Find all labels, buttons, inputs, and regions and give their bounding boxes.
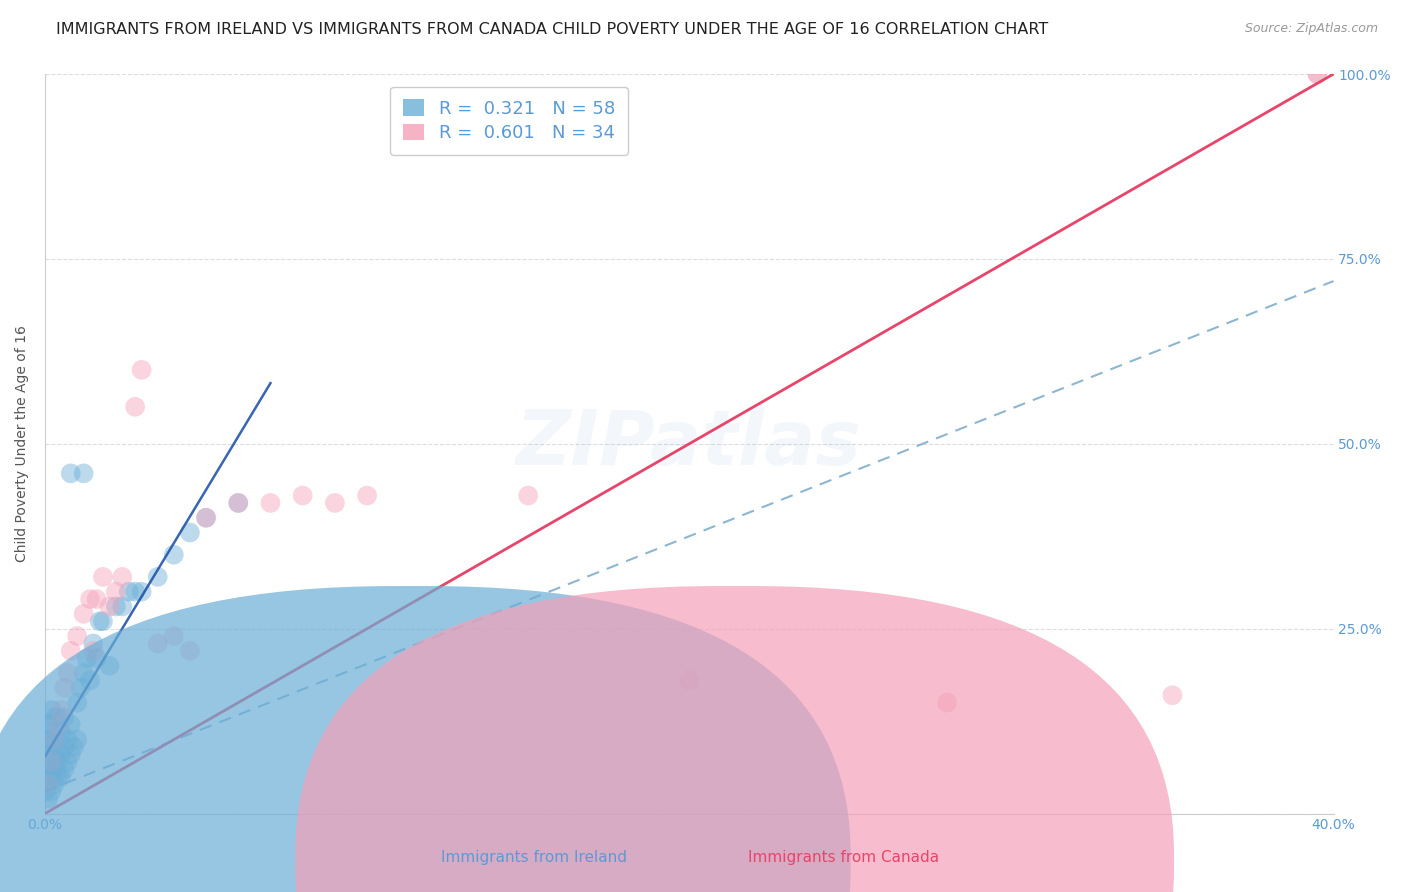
Point bbox=[66, 629, 89, 643]
Point bbox=[118, 584, 141, 599]
Point bbox=[44, 762, 66, 776]
Point bbox=[56, 666, 79, 681]
Point bbox=[131, 363, 153, 377]
Point bbox=[37, 718, 59, 732]
Point bbox=[41, 725, 63, 739]
Point bbox=[37, 791, 59, 805]
Point bbox=[76, 651, 98, 665]
Point bbox=[34, 755, 56, 769]
Point bbox=[44, 732, 66, 747]
Point bbox=[1306, 67, 1329, 81]
Point bbox=[86, 651, 108, 665]
Point bbox=[53, 681, 76, 695]
Point bbox=[124, 584, 146, 599]
Point bbox=[46, 755, 69, 769]
Point bbox=[111, 599, 134, 614]
Point bbox=[59, 467, 82, 481]
Point bbox=[163, 548, 186, 562]
Point bbox=[34, 770, 56, 784]
Legend: R =  0.321   N = 58, R =  0.601   N = 34: R = 0.321 N = 58, R = 0.601 N = 34 bbox=[389, 87, 627, 155]
Point bbox=[89, 614, 111, 628]
Point bbox=[124, 400, 146, 414]
Point bbox=[41, 784, 63, 798]
Point bbox=[59, 644, 82, 658]
Point bbox=[72, 467, 94, 481]
Point bbox=[259, 496, 281, 510]
Point bbox=[46, 710, 69, 724]
Point bbox=[46, 718, 69, 732]
Point bbox=[356, 489, 378, 503]
Text: IMMIGRANTS FROM IRELAND VS IMMIGRANTS FROM CANADA CHILD POVERTY UNDER THE AGE OF: IMMIGRANTS FROM IRELAND VS IMMIGRANTS FR… bbox=[56, 22, 1049, 37]
Point bbox=[41, 755, 63, 769]
Point bbox=[41, 703, 63, 717]
Point bbox=[56, 755, 79, 769]
Point bbox=[82, 636, 104, 650]
Point bbox=[1161, 688, 1184, 702]
Point bbox=[37, 762, 59, 776]
Point bbox=[56, 732, 79, 747]
Point bbox=[91, 614, 114, 628]
Point bbox=[53, 739, 76, 754]
Point bbox=[79, 673, 101, 688]
Point bbox=[44, 777, 66, 791]
Point bbox=[1306, 67, 1329, 81]
Point bbox=[98, 658, 121, 673]
Point bbox=[678, 673, 700, 688]
Point bbox=[37, 732, 59, 747]
Point bbox=[72, 666, 94, 681]
Point bbox=[53, 710, 76, 724]
Point bbox=[44, 732, 66, 747]
Point bbox=[91, 570, 114, 584]
Point bbox=[59, 747, 82, 762]
Point bbox=[291, 489, 314, 503]
Point bbox=[104, 584, 127, 599]
Point bbox=[41, 739, 63, 754]
Point bbox=[98, 599, 121, 614]
Point bbox=[226, 496, 249, 510]
Point bbox=[53, 762, 76, 776]
Point bbox=[146, 570, 169, 584]
Point bbox=[86, 592, 108, 607]
Point bbox=[79, 592, 101, 607]
Point bbox=[69, 681, 91, 695]
Text: Immigrants from Canada: Immigrants from Canada bbox=[748, 850, 939, 865]
Point bbox=[936, 696, 959, 710]
Point bbox=[104, 599, 127, 614]
Point bbox=[66, 696, 89, 710]
Point bbox=[82, 644, 104, 658]
Point bbox=[59, 718, 82, 732]
Y-axis label: Child Poverty Under the Age of 16: Child Poverty Under the Age of 16 bbox=[15, 326, 30, 562]
Point bbox=[46, 732, 69, 747]
Point bbox=[179, 525, 201, 540]
Point bbox=[37, 777, 59, 791]
Point bbox=[131, 584, 153, 599]
Point bbox=[49, 747, 72, 762]
Text: Source: ZipAtlas.com: Source: ZipAtlas.com bbox=[1244, 22, 1378, 36]
Point bbox=[34, 784, 56, 798]
Point bbox=[195, 510, 218, 524]
Point bbox=[49, 770, 72, 784]
Point bbox=[111, 570, 134, 584]
Point bbox=[195, 510, 218, 524]
Point bbox=[49, 703, 72, 717]
Point bbox=[49, 725, 72, 739]
Point bbox=[66, 732, 89, 747]
Point bbox=[72, 607, 94, 621]
Point bbox=[44, 747, 66, 762]
Point bbox=[517, 489, 540, 503]
Point bbox=[179, 644, 201, 658]
Point bbox=[163, 629, 186, 643]
Point bbox=[41, 770, 63, 784]
Point bbox=[146, 636, 169, 650]
Point bbox=[37, 777, 59, 791]
Point bbox=[44, 710, 66, 724]
Text: ZIPatlas: ZIPatlas bbox=[516, 407, 862, 481]
Point bbox=[37, 747, 59, 762]
Point bbox=[46, 770, 69, 784]
Text: Immigrants from Ireland: Immigrants from Ireland bbox=[441, 850, 627, 865]
Point bbox=[226, 496, 249, 510]
Point bbox=[63, 739, 86, 754]
Point bbox=[323, 496, 346, 510]
Point bbox=[41, 755, 63, 769]
